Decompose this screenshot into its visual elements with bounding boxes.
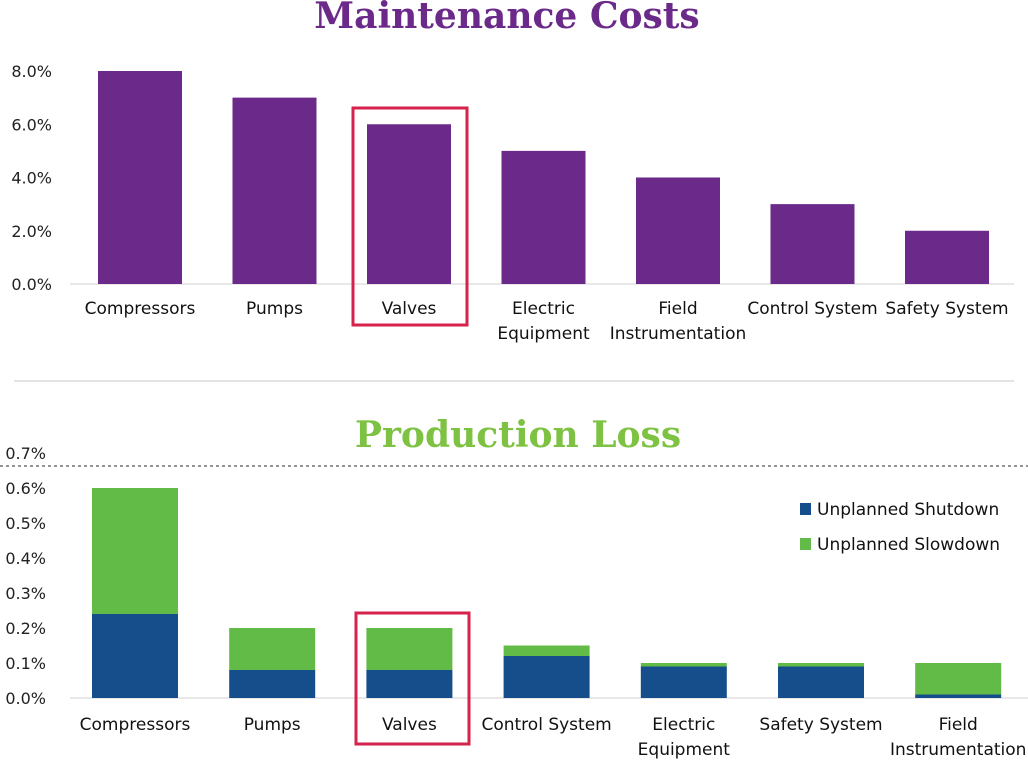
production-bar-unplanned-slowdown-safety-system [778,663,864,667]
production-bar-unplanned-slowdown-pumps [229,628,316,670]
maintenance-y-tick-label: 6.0% [11,115,52,134]
maintenance-y-tick-label: 2.0% [11,222,52,241]
production-bar-unplanned-shutdown-compressors [92,614,178,698]
production-category-label: Valves [382,715,437,735]
maintenance-category-label: Electric Equipment [497,299,590,344]
maintenance-y-tick-label: 4.0% [11,169,52,188]
production-y-tick-label: 0.4% [5,549,46,568]
production-category-label: Control System [481,715,611,735]
production-y-ticks: 0.0% 0.1% 0.2% 0.3% 0.4% 0.5% 0.6% 0.7% [5,444,46,708]
maintenance-bar-field-instrumentation [636,177,720,284]
production-bar-unplanned-shutdown-field-instrumentation [915,694,1002,698]
maintenance-bars [98,71,989,284]
legend-label-shutdown: Unplanned Shutdown [817,500,999,520]
production-y-tick-label: 0.6% [5,479,46,498]
production-bar-unplanned-shutdown-valves [366,670,453,698]
production-y-tick-label: 0.2% [5,619,46,638]
legend-swatch-shutdown [800,503,811,515]
production-bar-unplanned-shutdown-control-system [503,656,590,698]
production-bar-unplanned-slowdown-field-instrumentation [915,663,1002,695]
production-loss-chart: Production Loss 0.0% 0.1% 0.2% 0.3% 0.4% 0.5%… [0,414,1028,760]
production-y-tick-label: 0.7% [5,444,46,463]
maintenance-bar-valves [367,124,451,284]
production-bar-unplanned-slowdown-control-system [503,645,590,656]
production-category-label: Pumps [244,715,301,735]
maintenance-category-label: Valves [382,299,437,319]
maintenance-category-label: Control System [747,299,877,319]
maintenance-category-label: Compressors [85,299,196,319]
production-y-tick-label: 0.5% [5,514,46,533]
production-bars [92,488,1002,698]
maintenance-costs-chart: Maintenance Costs 0.0% 2.0% 4.0% 6.0% 8.0% C… [11,0,1014,344]
legend-swatch-slowdown [800,538,811,550]
maintenance-bar-compressors [98,71,182,284]
maintenance-category-label: Field Instrumentation [610,299,747,344]
maintenance-bar-pumps [232,97,317,284]
production-y-tick-label: 0.1% [5,654,46,673]
maintenance-y-ticks: 0.0% 2.0% 4.0% 6.0% 8.0% [11,62,52,294]
production-bar-unplanned-slowdown-valves [366,628,453,670]
production-bar-unplanned-shutdown-pumps [229,670,316,698]
production-bar-unplanned-slowdown-electric-equipment [640,663,727,667]
maintenance-category-label: Pumps [246,299,303,319]
maintenance-y-tick-label: 8.0% [11,62,52,81]
production-legend: Unplanned Shutdown Unplanned Slowdown [800,500,1000,555]
legend-label-slowdown: Unplanned Slowdown [817,535,1000,555]
production-highlight-box [354,611,471,746]
production-bar-unplanned-slowdown-compressors [92,488,178,614]
production-category-label: Field Instrumentation [890,715,1027,760]
production-category-label: Compressors [80,715,191,735]
production-y-tick-label: 0.3% [5,584,46,603]
maintenance-bar-control-system [770,204,855,284]
production-loss-title: Production Loss [355,414,681,456]
production-y-tick-label: 0.0% [5,689,46,708]
maintenance-bar-safety-system [905,230,989,284]
maintenance-y-tick-label: 0.0% [11,275,52,294]
production-category-label: Electric Equipment [638,715,731,760]
production-category-label: Safety System [759,715,882,735]
maintenance-costs-title: Maintenance Costs [314,0,699,37]
maintenance-highlight-box [351,106,469,327]
production-category-labels: Compressors Pumps Valves Control System Elec… [80,715,1027,760]
maintenance-bar-electric-equipment [501,150,586,284]
production-bar-unplanned-shutdown-electric-equipment [640,666,727,698]
maintenance-category-labels: Compressors Pumps Valves Electric Equipment F… [85,299,1009,344]
maintenance-category-label: Safety System [885,299,1008,319]
production-bar-unplanned-shutdown-safety-system [778,666,864,698]
